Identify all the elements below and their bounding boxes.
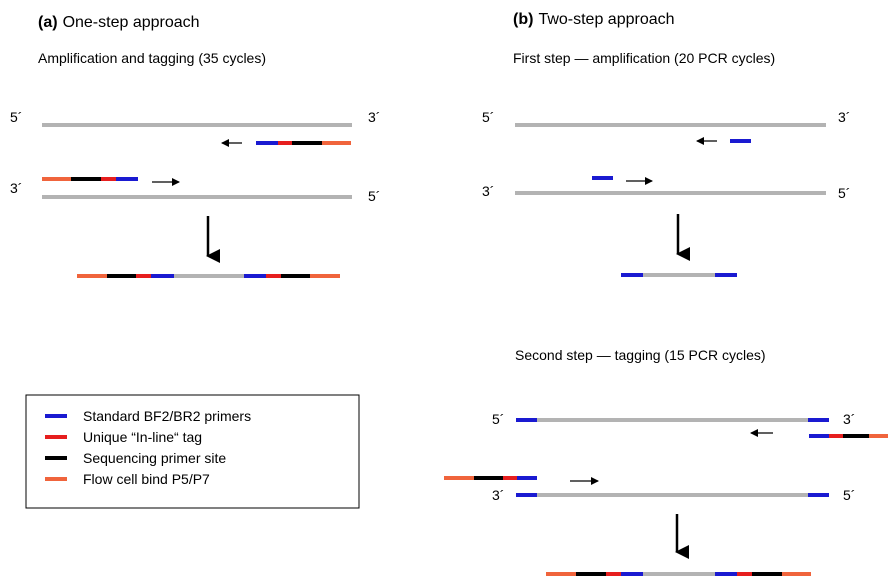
panel-b-step1-top-three-label: 3´ xyxy=(838,109,850,125)
panel-b-step2-top-five-label: 5´ xyxy=(492,411,504,427)
panel-b-step1-bottom-three-label: 3´ xyxy=(482,183,494,199)
panel-b-step2-bottom-three-label: 3´ xyxy=(492,487,504,503)
legend-label-tag: Unique “In-line“ tag xyxy=(83,429,202,445)
legend: Standard BF2/BR2 primers Unique “In-line… xyxy=(25,394,360,509)
panel-b-step1-label: First step — amplification (20 PCR cycle… xyxy=(513,50,775,66)
panel-a-bottom-three-label: 3´ xyxy=(10,180,22,196)
panel-b-step2-label: Second step — tagging (15 PCR cycles) xyxy=(515,347,766,363)
legend-label-primers: Standard BF2/BR2 primers xyxy=(83,408,251,424)
panel-a-top-three-label: 3´ xyxy=(368,109,380,125)
panel-a-heading: (a) One-step approach xyxy=(38,14,200,31)
legend-box xyxy=(25,394,360,509)
panel-b-step1-top-five-label: 5´ xyxy=(482,109,494,125)
legend-label-sequencing: Sequencing primer site xyxy=(83,450,226,466)
panel-a-bottom-five-label: 5´ xyxy=(368,188,380,204)
panel-a: (a) One-step approach Amplification and t… xyxy=(10,14,380,278)
panel-b-step1-bottom-five-label: 5´ xyxy=(838,185,850,201)
panel-b: (b) Two-step approach First step — amplif… xyxy=(444,11,888,576)
panel-a-subtitle: Amplification and tagging (35 cycles) xyxy=(38,50,266,66)
panel-b-step2-top-three-label: 3´ xyxy=(843,411,855,427)
panel-b-step2-bottom-five-label: 5´ xyxy=(843,487,855,503)
panel-b-heading: (b) Two-step approach xyxy=(513,11,675,28)
legend-label-flowcell: Flow cell bind P5/P7 xyxy=(83,471,210,487)
panel-a-top-five-label: 5´ xyxy=(10,109,22,125)
